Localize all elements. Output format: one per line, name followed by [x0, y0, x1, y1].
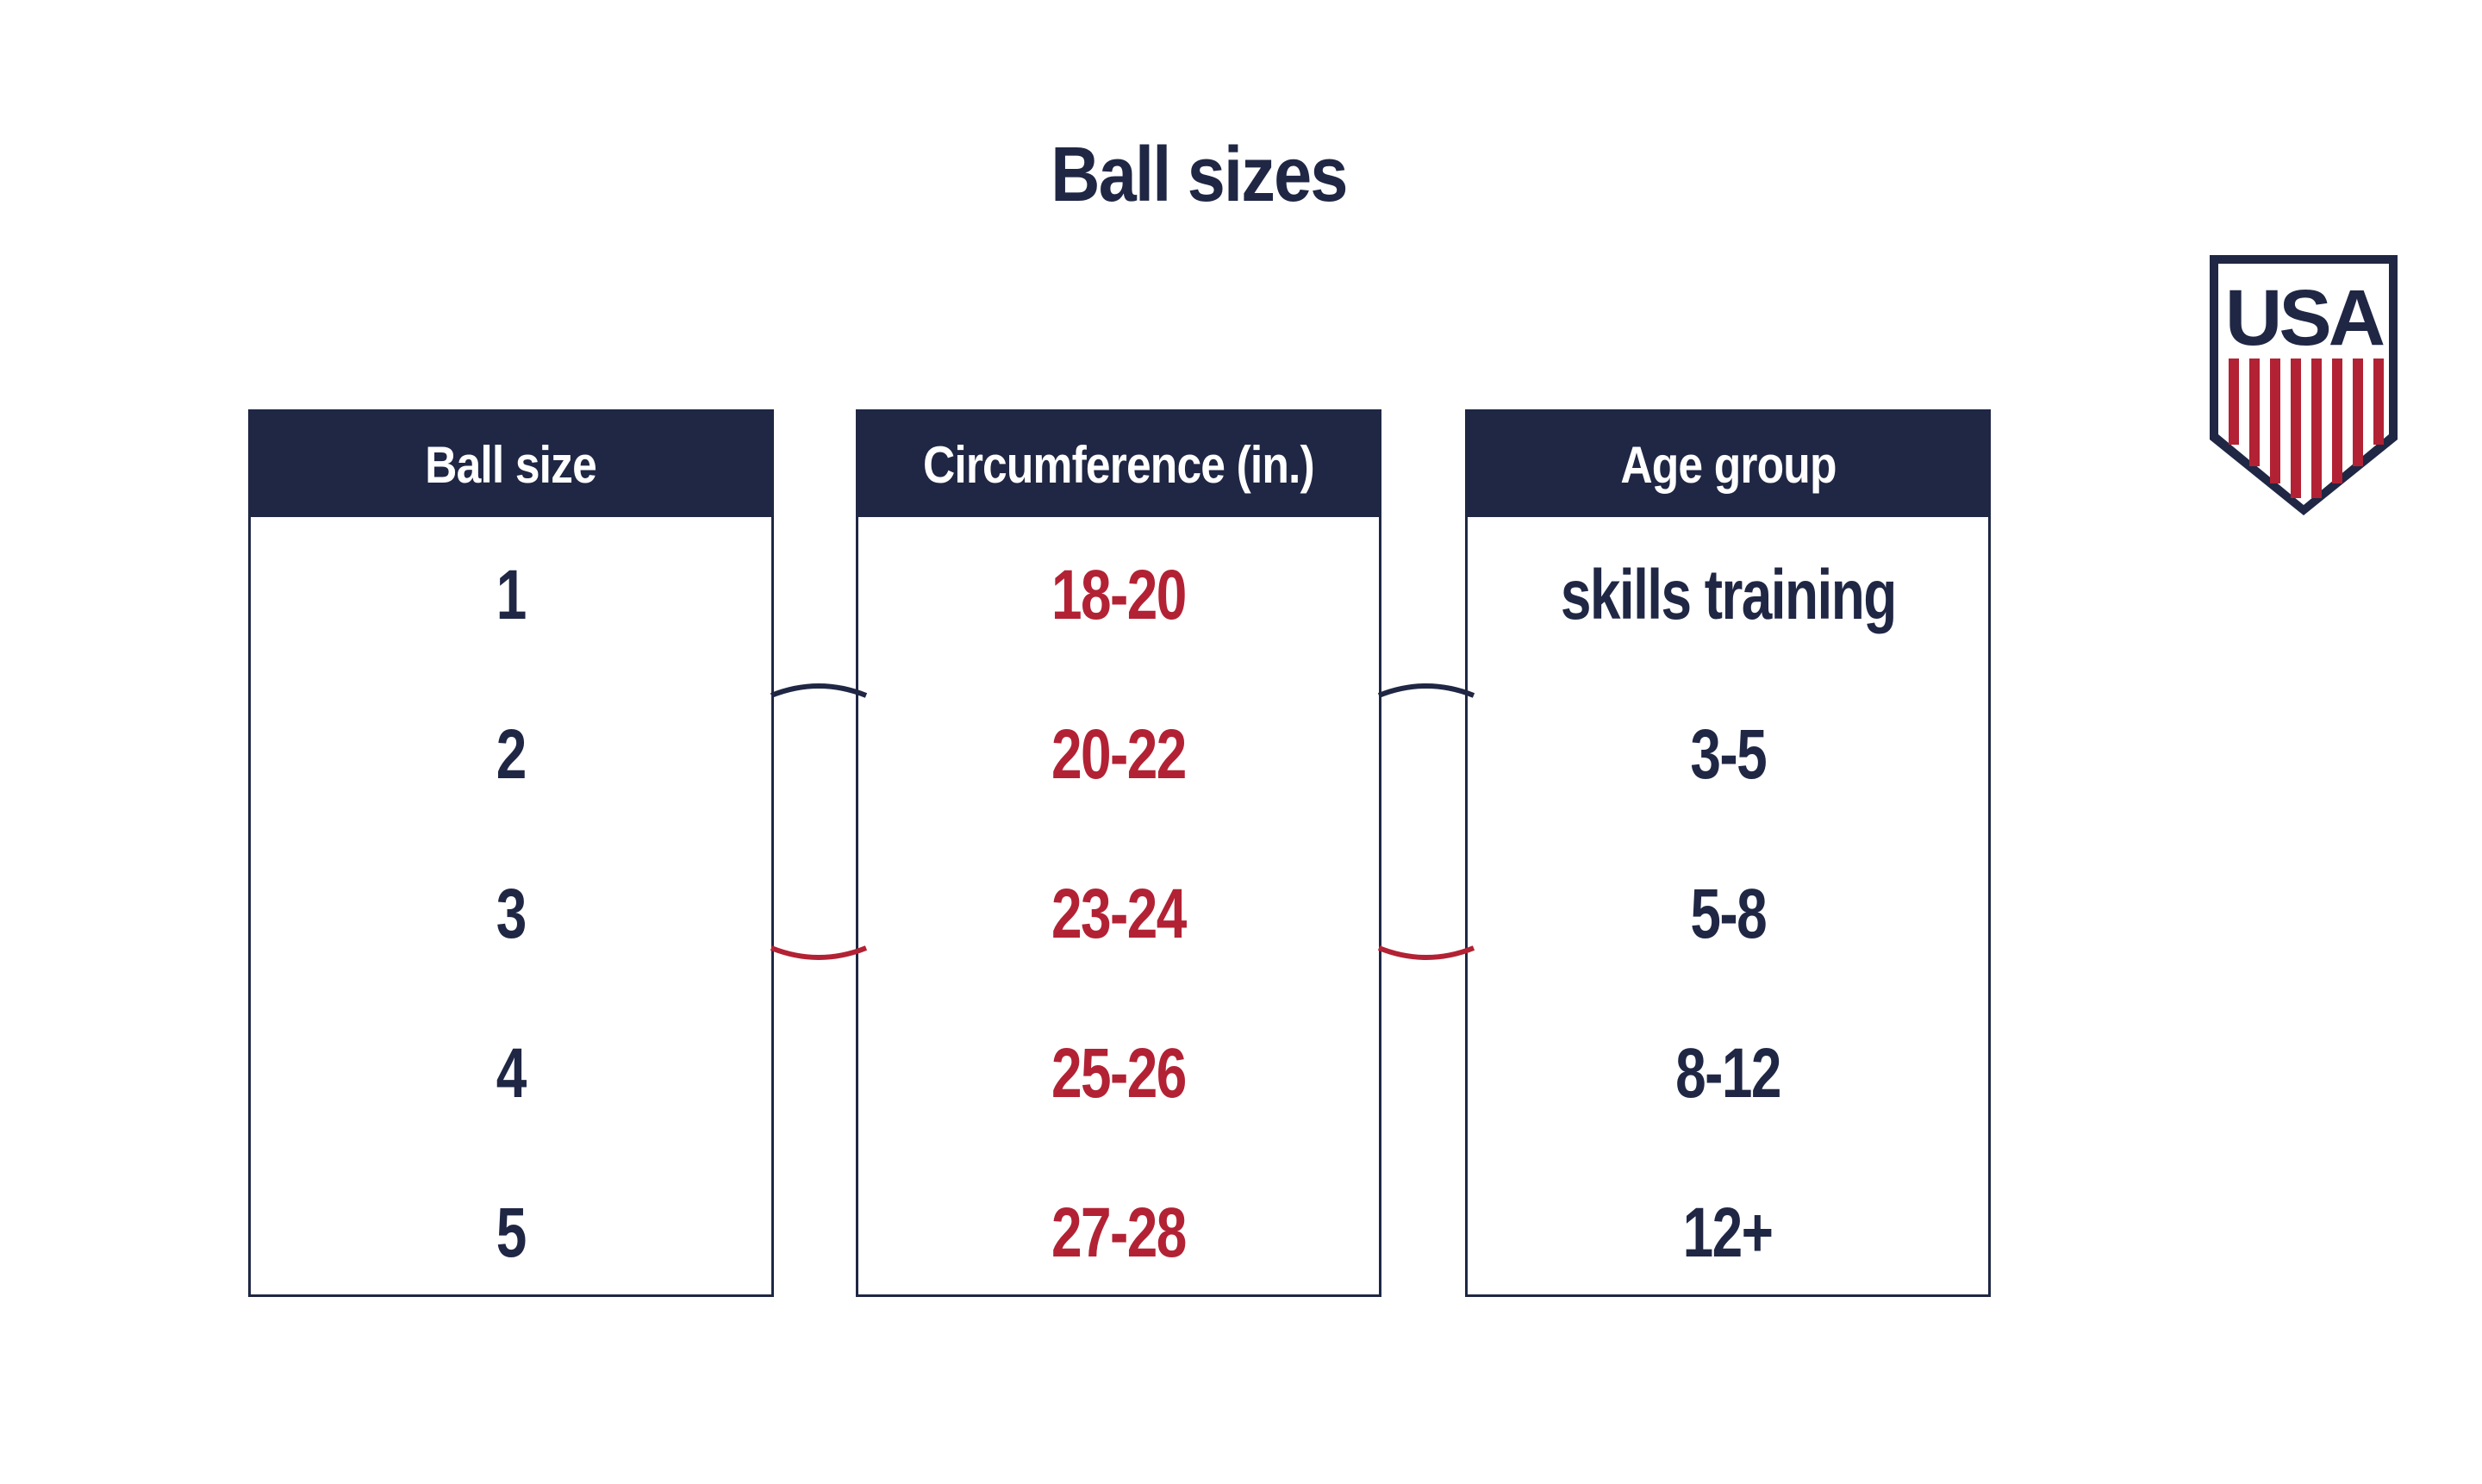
circumference-cell: 20-22 [1051, 714, 1187, 794]
age-group-column: Age group skills training 3-5 5-8 8-12 1… [1465, 409, 1991, 1297]
circumference-cell: 25-26 [1051, 1033, 1187, 1113]
circumference-header: Circumference (in.) [858, 412, 1379, 517]
seam-arc-top [1377, 683, 1475, 698]
ball-size-cell: 4 [496, 1033, 527, 1113]
ball-seam-connector-left [770, 683, 868, 960]
age-group-cell: 8-12 [1675, 1033, 1781, 1113]
age-group-cell: skills training [1560, 555, 1897, 634]
age-group-cell: 5-8 [1690, 874, 1767, 953]
ball-size-cell: 2 [496, 714, 527, 794]
circumference-cell: 18-20 [1051, 555, 1187, 634]
crest-stripes [2229, 359, 2384, 498]
us-soccer-crest-icon: USA [2210, 255, 2398, 515]
seam-arc-bottom [770, 945, 868, 960]
crest-usa-text: USA [2225, 274, 2385, 362]
ball-size-cell: 3 [496, 874, 527, 953]
circumference-column: Circumference (in.) 18-20 20-22 23-24 25… [856, 409, 1381, 1297]
page-title: Ball sizes [1051, 132, 1348, 218]
seam-arc-bottom [1377, 945, 1475, 960]
age-group-header: Age group [1468, 412, 1988, 517]
ball-size-header: Ball size [251, 412, 771, 517]
ball-size-cell: 5 [496, 1193, 527, 1272]
age-group-cell: 12+ [1683, 1193, 1774, 1272]
ball-size-cell: 1 [496, 555, 527, 634]
age-group-cell: 3-5 [1690, 714, 1767, 794]
circumference-cell: 27-28 [1051, 1193, 1187, 1272]
ball-size-column-body: Ball size 1 2 3 4 5 [248, 409, 774, 1297]
circumference-cell: 23-24 [1051, 874, 1187, 953]
ball-seam-connector-right [1377, 683, 1475, 960]
crest-inner [2218, 264, 2389, 505]
seam-arc-top [770, 683, 868, 698]
